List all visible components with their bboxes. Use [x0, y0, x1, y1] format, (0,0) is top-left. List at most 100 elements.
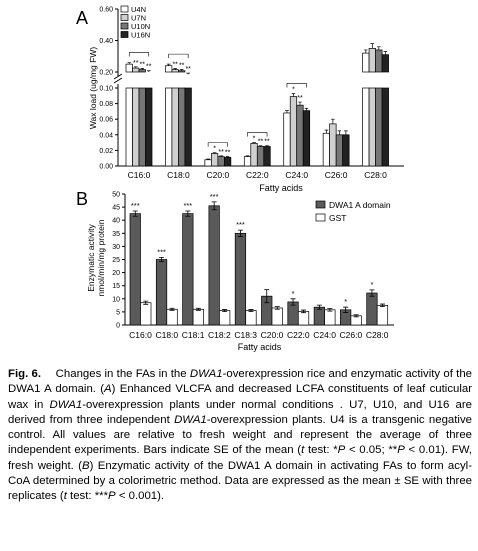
error-bar [344, 130, 348, 135]
y-tick-label: 50 [112, 192, 120, 199]
y-tick-label: 45 [112, 205, 120, 212]
bar [250, 143, 258, 167]
caption-part: ) Enhanced VLCFA and decreased LCFA cons… [8, 383, 473, 411]
significance-bracket [247, 132, 268, 137]
significance-mark: ** [146, 64, 152, 71]
bar [138, 69, 146, 73]
error-bar [179, 69, 184, 71]
error-bar [225, 156, 230, 158]
error-bar [274, 306, 280, 310]
error-bar [212, 152, 217, 154]
panel-b-label: B [76, 189, 88, 209]
x-tick-label: C18:0 [155, 330, 178, 340]
x-tick-label: C24:0 [313, 330, 336, 340]
error-bar [369, 289, 375, 297]
legend-label: DWA1 A domain [329, 200, 391, 210]
caption-part: -overexpression plants under normal cond… [8, 398, 472, 426]
caption-part: DWA1 [174, 413, 207, 426]
bar [125, 63, 133, 73]
x-tick-label: C18:1 [182, 330, 205, 340]
caption-part: < 0.01). FW, fresh weight. ( [8, 444, 472, 472]
error-bar [133, 66, 138, 69]
legend-swatch [315, 200, 326, 209]
error-bar [331, 118, 335, 124]
x-tick-label: C26:0 [340, 330, 363, 340]
y-axis-label: Enzymatic activity [86, 223, 96, 291]
x-tick-label: C22:0 [287, 330, 310, 340]
error-bar [143, 300, 149, 305]
caption-part: t [63, 490, 67, 503]
legend-label: U16N [131, 31, 150, 40]
significance-mark: ** [258, 139, 264, 146]
bar [165, 65, 173, 73]
significance-mark: * [253, 136, 256, 143]
error-bar [337, 130, 342, 135]
bar [297, 311, 310, 326]
caption-part: P [108, 490, 116, 503]
y-axis-label: Wax load (ug/mg FW) [88, 47, 98, 130]
y-tick-label: 0.40 [99, 38, 113, 45]
x-axis-label: Fatty acids [238, 342, 282, 352]
error-bar [195, 307, 201, 311]
bar [165, 87, 173, 167]
error-bar [327, 308, 333, 312]
error-bar [248, 309, 254, 313]
error-bar [264, 289, 270, 304]
axis-break-mark [113, 73, 123, 84]
error-bar [377, 46, 381, 50]
y-tick-label: 25 [112, 257, 120, 264]
significance-mark: *** [183, 201, 192, 210]
bar [129, 213, 141, 326]
error-bar [140, 68, 145, 70]
legend-swatch [315, 213, 326, 222]
error-bar [127, 62, 132, 65]
bar [192, 308, 204, 326]
error-bar [252, 142, 256, 144]
bar [302, 110, 311, 167]
error-bar [159, 257, 165, 262]
significance-mark: * [370, 280, 373, 289]
x-tick-label: C22:0 [246, 170, 269, 180]
panel-b-chart: 0 5 10 15 20 25 30 35 40 45 50 Enzymatic activity nm… [86, 192, 394, 352]
bar [368, 48, 376, 73]
bar [322, 132, 330, 167]
error-bar [324, 129, 329, 134]
bar [324, 309, 336, 326]
significance-mark: ** [297, 95, 303, 102]
significance-mark: ** [133, 60, 139, 67]
error-bar [364, 49, 368, 54]
significance-mark: * [213, 146, 216, 153]
y-axis-label: nmol/min/mg protein [96, 219, 106, 296]
bar [217, 156, 225, 167]
error-bar [304, 107, 309, 111]
significance-mark: *** [210, 192, 219, 201]
legend-swatch [120, 22, 129, 30]
x-tick-label: C18:3 [234, 330, 257, 340]
x-tick-label: C28:0 [364, 170, 387, 180]
bar [362, 87, 370, 167]
bar [125, 87, 133, 167]
error-bar [206, 158, 210, 160]
error-bar [186, 72, 190, 75]
bar [289, 96, 298, 167]
legend-label: U4N [131, 5, 146, 14]
significance-mark: ** [172, 61, 178, 68]
y-tick-label: 0.04 [99, 132, 113, 139]
error-bar [169, 307, 175, 311]
error-bar [146, 70, 151, 72]
x-tick-label: C20:0 [261, 330, 284, 340]
y-tick-label: 0.08 [99, 101, 113, 108]
error-bar [166, 63, 171, 66]
bar [375, 49, 383, 73]
figure-caption: Fig. 6. Changes in the FAs in the DWA1-o… [8, 367, 472, 505]
y-tick-label: 0.10 [99, 86, 113, 93]
bar [234, 232, 247, 326]
caption-part: t [301, 444, 305, 457]
y-tick-label: 0.20 [99, 70, 113, 77]
significance-mark: * [344, 297, 347, 306]
legend-swatch [120, 31, 129, 38]
significance-mark: *** [131, 201, 140, 210]
bar [132, 67, 140, 73]
x-tick-label: C16:0 [129, 330, 152, 340]
error-bar [245, 155, 250, 157]
